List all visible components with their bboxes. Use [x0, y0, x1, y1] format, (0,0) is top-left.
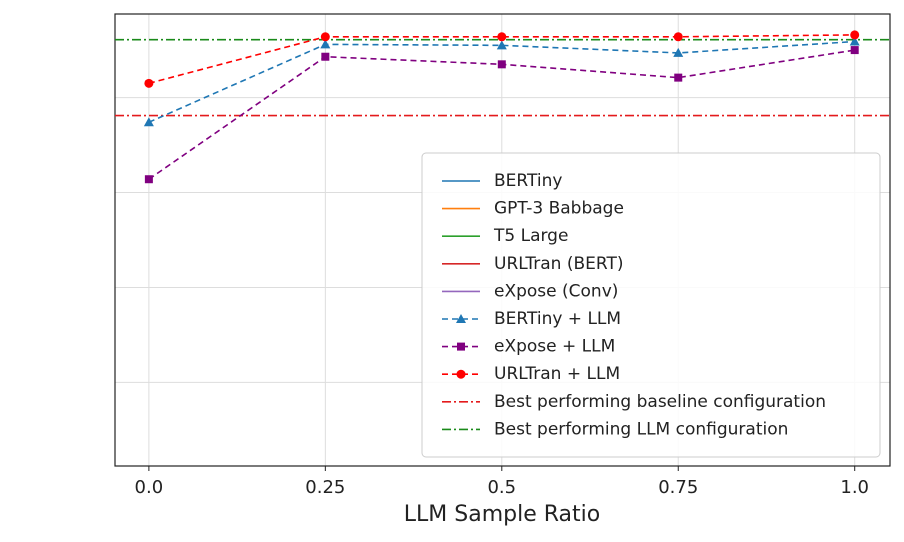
legend-marker: [456, 314, 466, 323]
legend-box: [421, 152, 881, 458]
plot-frame: [114, 13, 891, 467]
legend-label: GPT-3 Babbage: [494, 199, 624, 219]
series-line: [148, 40, 855, 123]
x-tick-label: 0.75: [658, 477, 698, 498]
marker: [321, 52, 330, 61]
x-tick-label: 0.25: [305, 477, 345, 498]
legend-label: BERTiny: [494, 171, 562, 191]
marker: [320, 32, 330, 42]
legend-label: Best performing baseline configuration: [494, 392, 826, 412]
marker: [144, 175, 153, 184]
legend-label: eXpose + LLM: [494, 337, 615, 357]
marker: [673, 32, 683, 42]
marker: [849, 36, 860, 46]
marker: [850, 30, 860, 40]
marker: [497, 60, 506, 69]
x-axis-label: LLM Sample Ratio: [404, 502, 600, 527]
marker: [674, 73, 683, 82]
legend-marker: [456, 369, 466, 379]
legend-label: T5 Large: [493, 226, 568, 246]
x-tick-label: 1.0: [840, 477, 869, 498]
marker: [320, 39, 331, 49]
marker: [143, 117, 154, 127]
legend-label: BERTiny + LLM: [494, 309, 621, 329]
legend-label: URLTran (BERT): [494, 254, 623, 274]
series-line: [148, 34, 855, 85]
x-tick-label: 0.0: [135, 477, 164, 498]
marker: [144, 78, 154, 88]
legend-marker: [457, 342, 465, 351]
marker: [497, 32, 507, 42]
legend-label: Best performing LLM configuration: [494, 419, 788, 439]
legend-label: eXpose (Conv): [494, 281, 618, 301]
marker: [673, 47, 684, 57]
marker: [850, 46, 859, 55]
x-tick-label: 0.5: [487, 477, 516, 498]
marker: [496, 40, 507, 50]
legend-label: URLTran + LLM: [494, 364, 620, 384]
